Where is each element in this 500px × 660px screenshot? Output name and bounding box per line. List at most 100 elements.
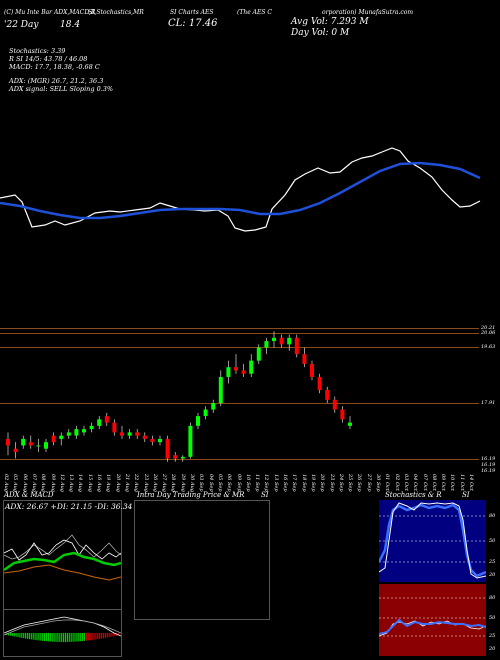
macd-bar xyxy=(112,633,114,637)
candle-body xyxy=(264,341,269,348)
price-ma-chart xyxy=(0,147,481,232)
stochastics-reading: Stochastics: 3.39 xyxy=(9,47,66,55)
candle-body xyxy=(249,360,254,374)
candle-body xyxy=(287,337,292,345)
macd-bar xyxy=(64,633,67,642)
macd-bar xyxy=(102,633,105,639)
date-label: 17 Sep xyxy=(291,474,298,492)
date-label: 30 Sep xyxy=(375,474,381,492)
macd-bar xyxy=(57,633,59,642)
header-title-2: SI,Stochastics,MR xyxy=(88,9,144,16)
macd-bar xyxy=(99,633,101,639)
level-line xyxy=(0,327,479,329)
macd-bar xyxy=(44,633,46,642)
macd-bar xyxy=(97,633,99,640)
date-label: 07 Aug xyxy=(30,474,37,492)
macd-bar xyxy=(11,633,13,637)
candle-body xyxy=(196,416,200,426)
day-volume: Day Vol: 0 M xyxy=(291,28,350,38)
date-label: 01 Oct xyxy=(384,474,391,491)
date-label: 16 Aug xyxy=(96,474,102,492)
date-label: 27 Sep xyxy=(365,474,372,492)
date-label: 20 Aug xyxy=(114,474,121,492)
date-label: 11 Sep xyxy=(254,474,261,492)
date-label: 26 Sep xyxy=(356,474,363,492)
candle-body xyxy=(82,429,86,433)
candle-body xyxy=(180,456,185,459)
candle-body xyxy=(158,438,162,443)
candle-body xyxy=(310,363,314,377)
date-label: 09 Aug xyxy=(49,474,56,492)
candle-body xyxy=(218,376,223,404)
candle-body xyxy=(256,347,261,361)
rsi-chart xyxy=(378,597,487,637)
date-label: 12 Aug xyxy=(58,474,65,492)
date-label: 19 Sep xyxy=(309,474,316,492)
rsi-reading: R SI 14/5: 43.78 / 46.08 xyxy=(9,55,88,63)
macd-chart xyxy=(4,616,121,642)
date-label: 05 Aug xyxy=(12,474,19,492)
date-label: 05 Sep xyxy=(216,474,223,492)
candle-body xyxy=(317,376,322,390)
macd-bar xyxy=(83,633,86,641)
date-label: 09 Sep xyxy=(235,474,242,492)
macd-bar xyxy=(93,633,95,640)
candle-body xyxy=(28,442,33,446)
candle-body xyxy=(226,367,231,377)
macd-bar xyxy=(80,633,82,642)
macd-bar xyxy=(7,633,10,636)
macd-bar xyxy=(55,633,57,642)
macd-bar xyxy=(38,633,40,641)
date-label: 13 Aug xyxy=(68,474,75,492)
candles-svg xyxy=(6,331,352,462)
candle-body xyxy=(6,438,10,446)
rsi-tick-25: 25 xyxy=(489,633,496,639)
date-label: 04 Oct xyxy=(412,474,419,491)
date-label: 03 Oct xyxy=(402,474,409,491)
candle-body xyxy=(302,354,307,364)
macd-bar xyxy=(34,633,36,640)
candle-body xyxy=(294,337,299,355)
candle-body xyxy=(120,432,124,436)
level-label: 16.19 xyxy=(481,467,496,474)
header-title-5: orporation) MunafaSutra.com xyxy=(322,9,414,16)
rsi-tick-80: 80 xyxy=(489,595,496,601)
avg-volume: Avg Vol: 7.293 M xyxy=(291,17,369,27)
date-label: 25 Sep xyxy=(347,474,354,492)
candle-body xyxy=(127,432,132,436)
stoch-panel-title: Stochastics & R xyxy=(385,491,442,499)
macd-bar xyxy=(15,633,17,637)
candle-body xyxy=(13,448,18,452)
candle-body xyxy=(89,425,94,430)
macd-bar xyxy=(47,633,49,642)
candle-body xyxy=(135,432,140,436)
candle-body xyxy=(165,438,170,459)
level-line xyxy=(0,346,479,348)
candle-body xyxy=(203,409,208,417)
date-label: 11 Oct xyxy=(458,474,465,491)
candle-body xyxy=(66,432,71,436)
macd-bar xyxy=(108,633,110,638)
rsi-tick-20: 20 xyxy=(489,646,496,652)
level-line xyxy=(0,402,479,404)
date-label: 26 Aug xyxy=(151,474,158,492)
date-label: 19 Aug xyxy=(105,474,112,492)
level-label: 17.91 xyxy=(481,399,496,406)
macd-bar xyxy=(49,633,51,642)
stoch-tick-25: 25 xyxy=(489,559,496,565)
date-label: 06 Sep xyxy=(226,474,233,492)
macd-bar xyxy=(51,633,53,642)
date-label: 08 Oct xyxy=(430,474,437,491)
candle-body xyxy=(142,435,147,439)
price-line xyxy=(0,147,481,232)
macd-bar xyxy=(13,633,15,637)
date-label: 30 Aug xyxy=(189,474,195,492)
date-label: 18 Sep xyxy=(300,474,307,492)
level-label: 20.06 xyxy=(481,329,496,336)
macd-bar xyxy=(114,633,116,637)
date-label: 16 Sep xyxy=(282,474,288,492)
date-label: 23 Aug xyxy=(142,474,149,492)
moving-average-line xyxy=(0,161,481,220)
date-label: 13 Sep xyxy=(272,474,279,492)
stochastics-chart xyxy=(377,502,487,579)
